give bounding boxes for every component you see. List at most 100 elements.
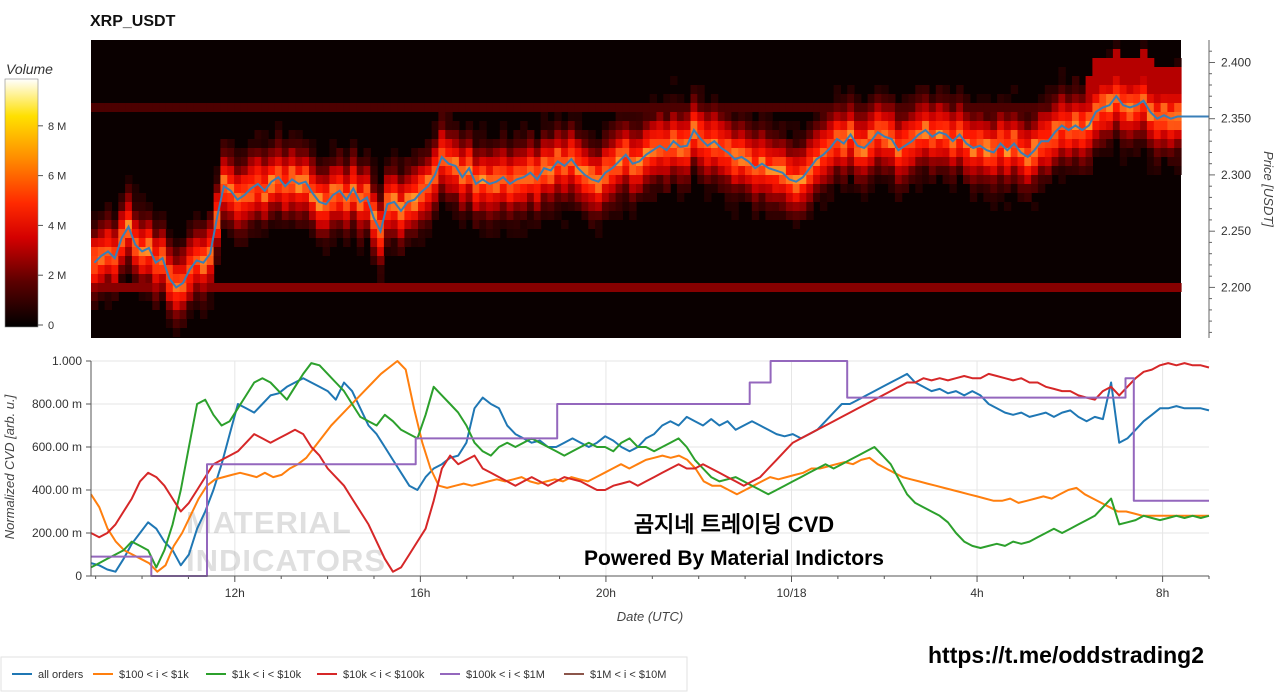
heatmap-cell — [608, 184, 617, 193]
heatmap-cell — [1072, 103, 1080, 112]
heatmap-cell — [492, 166, 501, 175]
heatmap-cell — [867, 94, 875, 103]
heatmap-cell — [234, 148, 242, 157]
heatmap-cell — [792, 166, 801, 175]
heatmap-cell — [983, 112, 991, 121]
legend-item-label[interactable]: $10k < i < $100k — [343, 669, 425, 681]
legend-item-label[interactable]: $100k < i < $1M — [466, 669, 545, 681]
heatmap-cell — [261, 130, 269, 139]
heatmap-cell — [424, 193, 433, 202]
heatmap-cell — [676, 157, 685, 166]
heatmap-cell — [411, 211, 419, 220]
heatmap-cell — [1106, 121, 1114, 130]
heatmap-cell — [1010, 112, 1019, 121]
heatmap-cell — [833, 175, 841, 184]
heatmap-cell — [472, 202, 480, 211]
heatmap-cell — [1085, 283, 1093, 292]
heatmap-cell — [404, 238, 412, 247]
heatmap-cell — [813, 112, 821, 121]
heatmap-cell — [186, 283, 194, 292]
heatmap-cell — [1078, 130, 1087, 139]
heatmap-cell — [990, 166, 998, 175]
heatmap-cell — [840, 130, 848, 139]
heatmap-cell — [976, 283, 984, 292]
heatmap-cell — [751, 103, 760, 112]
heatmap-cell — [792, 130, 801, 139]
heatmap-cell — [288, 166, 296, 175]
heatmap-cell — [397, 175, 405, 184]
heatmap-cell — [315, 193, 324, 202]
heatmap-cell — [329, 211, 337, 220]
heatmap-cell — [125, 265, 133, 274]
legend-item-label[interactable]: $1M < i < $10M — [590, 669, 666, 681]
heatmap-cell — [165, 229, 174, 238]
heatmap-cell — [1072, 85, 1080, 94]
heatmap-cell — [574, 166, 583, 175]
heatmap-cell — [860, 121, 869, 130]
heatmap-cell — [567, 193, 576, 202]
heatmap-cell — [295, 166, 303, 175]
heatmap-cell — [1160, 148, 1168, 157]
heatmap-cell — [683, 103, 692, 112]
heatmap-cell — [1037, 148, 1046, 157]
heatmap-cell — [131, 274, 140, 283]
heatmap-cell — [1112, 49, 1121, 58]
heatmap-cell — [295, 103, 303, 112]
heatmap-cell — [138, 265, 147, 274]
heatmap-cell — [1024, 184, 1032, 193]
heatmap-cell — [622, 157, 630, 166]
heatmap-cell — [676, 166, 685, 175]
heatmap-cell — [915, 184, 923, 193]
heatmap-cell — [1112, 58, 1121, 67]
heatmap-cell — [588, 148, 596, 157]
heatmap-cell — [1153, 103, 1162, 112]
legend-item-label[interactable]: all orders — [38, 669, 84, 681]
heatmap-cell — [234, 103, 242, 112]
heatmap-cell — [1153, 130, 1162, 139]
legend-item-label[interactable]: $100 < i < $1k — [119, 669, 189, 681]
heatmap-cell — [969, 157, 978, 166]
heatmap-cell — [1112, 85, 1121, 94]
heatmap-cell — [1119, 139, 1128, 148]
heatmap-cell — [969, 193, 978, 202]
heatmap-cell — [922, 112, 930, 121]
heatmap-cell — [629, 103, 637, 112]
heatmap-cell — [193, 238, 201, 247]
heatmap-cell — [247, 211, 256, 220]
heatmap-cell — [908, 166, 916, 175]
heatmap-cell — [1092, 148, 1100, 157]
heatmap-cell — [390, 166, 399, 175]
heatmap-cell — [854, 139, 862, 148]
heatmap-cell — [772, 157, 780, 166]
legend-item-label[interactable]: $1k < i < $10k — [232, 669, 302, 681]
heatmap-cell — [206, 292, 215, 301]
heatmap-cell — [315, 283, 324, 292]
heatmap-cell — [104, 283, 112, 292]
heatmap-cell — [670, 130, 678, 139]
heatmap-cell — [418, 283, 426, 292]
heatmap-cell — [200, 301, 208, 310]
channel-link[interactable]: https://t.me/oddstrading2 — [928, 642, 1204, 668]
colorbar: 8 M6 M4 M2 M0 — [4, 78, 66, 332]
heatmap-cell — [758, 166, 766, 175]
heatmap-cell — [1140, 58, 1148, 67]
heatmap-cell — [819, 283, 828, 292]
heatmap-cell — [349, 220, 358, 229]
heatmap-cell — [833, 103, 841, 112]
heatmap-cell — [976, 184, 984, 193]
heatmap-cell — [935, 121, 944, 130]
heatmap-cell — [479, 184, 487, 193]
heatmap-cell — [404, 211, 412, 220]
heatmap-cell — [418, 166, 426, 175]
heatmap-cell — [309, 139, 317, 148]
heatmap-cell — [826, 157, 835, 166]
heatmap-cell — [240, 193, 249, 202]
heatmap-cell — [990, 139, 998, 148]
heatmap-cell — [261, 229, 269, 238]
heatmap-cell — [588, 139, 596, 148]
heatmap-cell — [336, 211, 344, 220]
heatmap-cell — [1085, 76, 1093, 85]
heatmap-cell — [942, 166, 950, 175]
heatmap-cell — [104, 229, 112, 238]
heatmap-cell — [254, 157, 262, 166]
